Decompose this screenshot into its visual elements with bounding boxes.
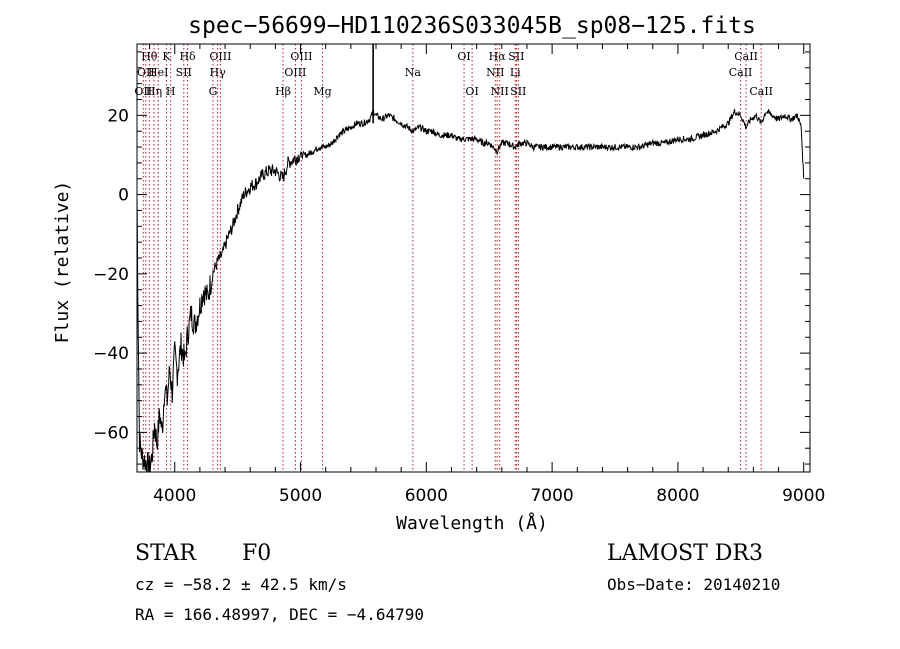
line-marker-labels: OIIOIIHθHηHeIKHSIIHδGHγOIIIHβOIIIOIIIMgN… xyxy=(134,50,773,98)
line-marker-label-16: Na xyxy=(405,66,422,79)
y-axis-label: Flux (relative) xyxy=(52,181,73,344)
coordinates-info: RA = 166.48997, DEC = −4.64790 xyxy=(135,605,424,624)
x-tick-label-5000: 5000 xyxy=(279,486,322,506)
plot-frame xyxy=(136,43,811,473)
line-marker-label-21: NII xyxy=(491,85,509,98)
survey-name: LAMOST DR3 xyxy=(607,541,763,566)
x-tick-label-9000: 9000 xyxy=(782,486,825,506)
object-subclass: F0 xyxy=(242,541,271,566)
line-marker-label-23: SII xyxy=(508,50,524,63)
line-marker-label-8: Hδ xyxy=(179,50,196,63)
line-marker-label-1: OII xyxy=(137,66,155,79)
line-marker-label-25: CaII xyxy=(729,66,753,79)
line-marker-label-3: Hη xyxy=(146,85,162,98)
line-marker-label-19: NII xyxy=(486,66,504,79)
line-marker-label-4: HeI xyxy=(148,66,168,79)
y-tick-label--20: −20 xyxy=(93,265,129,285)
redshift-info: cz = −58.2 ± 42.5 km/s xyxy=(135,575,347,594)
object-class: STAR xyxy=(135,541,197,566)
line-marker-label-5: K xyxy=(162,50,171,63)
line-marker-label-7: SII xyxy=(176,66,192,79)
y-tick-label--60: −60 xyxy=(93,423,129,443)
line-marker-label-24: SII xyxy=(510,85,526,98)
line-marker-label-13: OIII xyxy=(284,66,306,79)
line-marker-label-15: Mg xyxy=(313,85,331,98)
y-axis-ticks: −60 −40 −20 0 20 xyxy=(93,51,810,465)
line-marker-label-2: Hθ xyxy=(141,50,158,63)
y-tick-label-20: 20 xyxy=(107,106,129,126)
chart-title: spec−56699−HD110236S033045B_sp08−125.fit… xyxy=(188,13,756,39)
x-tick-label-7000: 7000 xyxy=(530,486,573,506)
line-marker-label-6: H xyxy=(166,85,176,98)
line-marker-label-20: Hα xyxy=(489,50,507,63)
line-marker-label-14: OIII xyxy=(290,50,312,63)
line-markers xyxy=(142,44,762,472)
line-marker-label-22: Li xyxy=(510,66,521,79)
y-tick-label-0: 0 xyxy=(118,186,129,206)
line-marker-label-18: OI xyxy=(465,85,478,98)
x-axis-label: Wavelength (Å) xyxy=(396,512,548,534)
line-marker-label-12: Hβ xyxy=(275,85,291,98)
observation-date: Obs−Date: 20140210 xyxy=(607,575,780,594)
x-axis-ticks: 4000 5000 6000 7000 8000 9000 xyxy=(149,44,825,506)
line-marker-label-0: OII xyxy=(134,85,152,98)
line-marker-label-10: Hγ xyxy=(210,66,227,79)
x-tick-label-8000: 8000 xyxy=(656,486,699,506)
line-marker-label-27: CaII xyxy=(749,85,773,98)
line-marker-label-17: OI xyxy=(457,50,470,63)
line-marker-label-11: OIII xyxy=(209,50,231,63)
plot-area xyxy=(136,43,811,473)
spectrum-line xyxy=(136,108,805,473)
x-tick-label-6000: 6000 xyxy=(405,486,448,506)
y-tick-label--40: −40 xyxy=(93,344,129,364)
line-marker-label-26: CaII xyxy=(734,50,758,63)
x-tick-label-4000: 4000 xyxy=(153,486,196,506)
line-marker-label-9: G xyxy=(209,85,218,98)
